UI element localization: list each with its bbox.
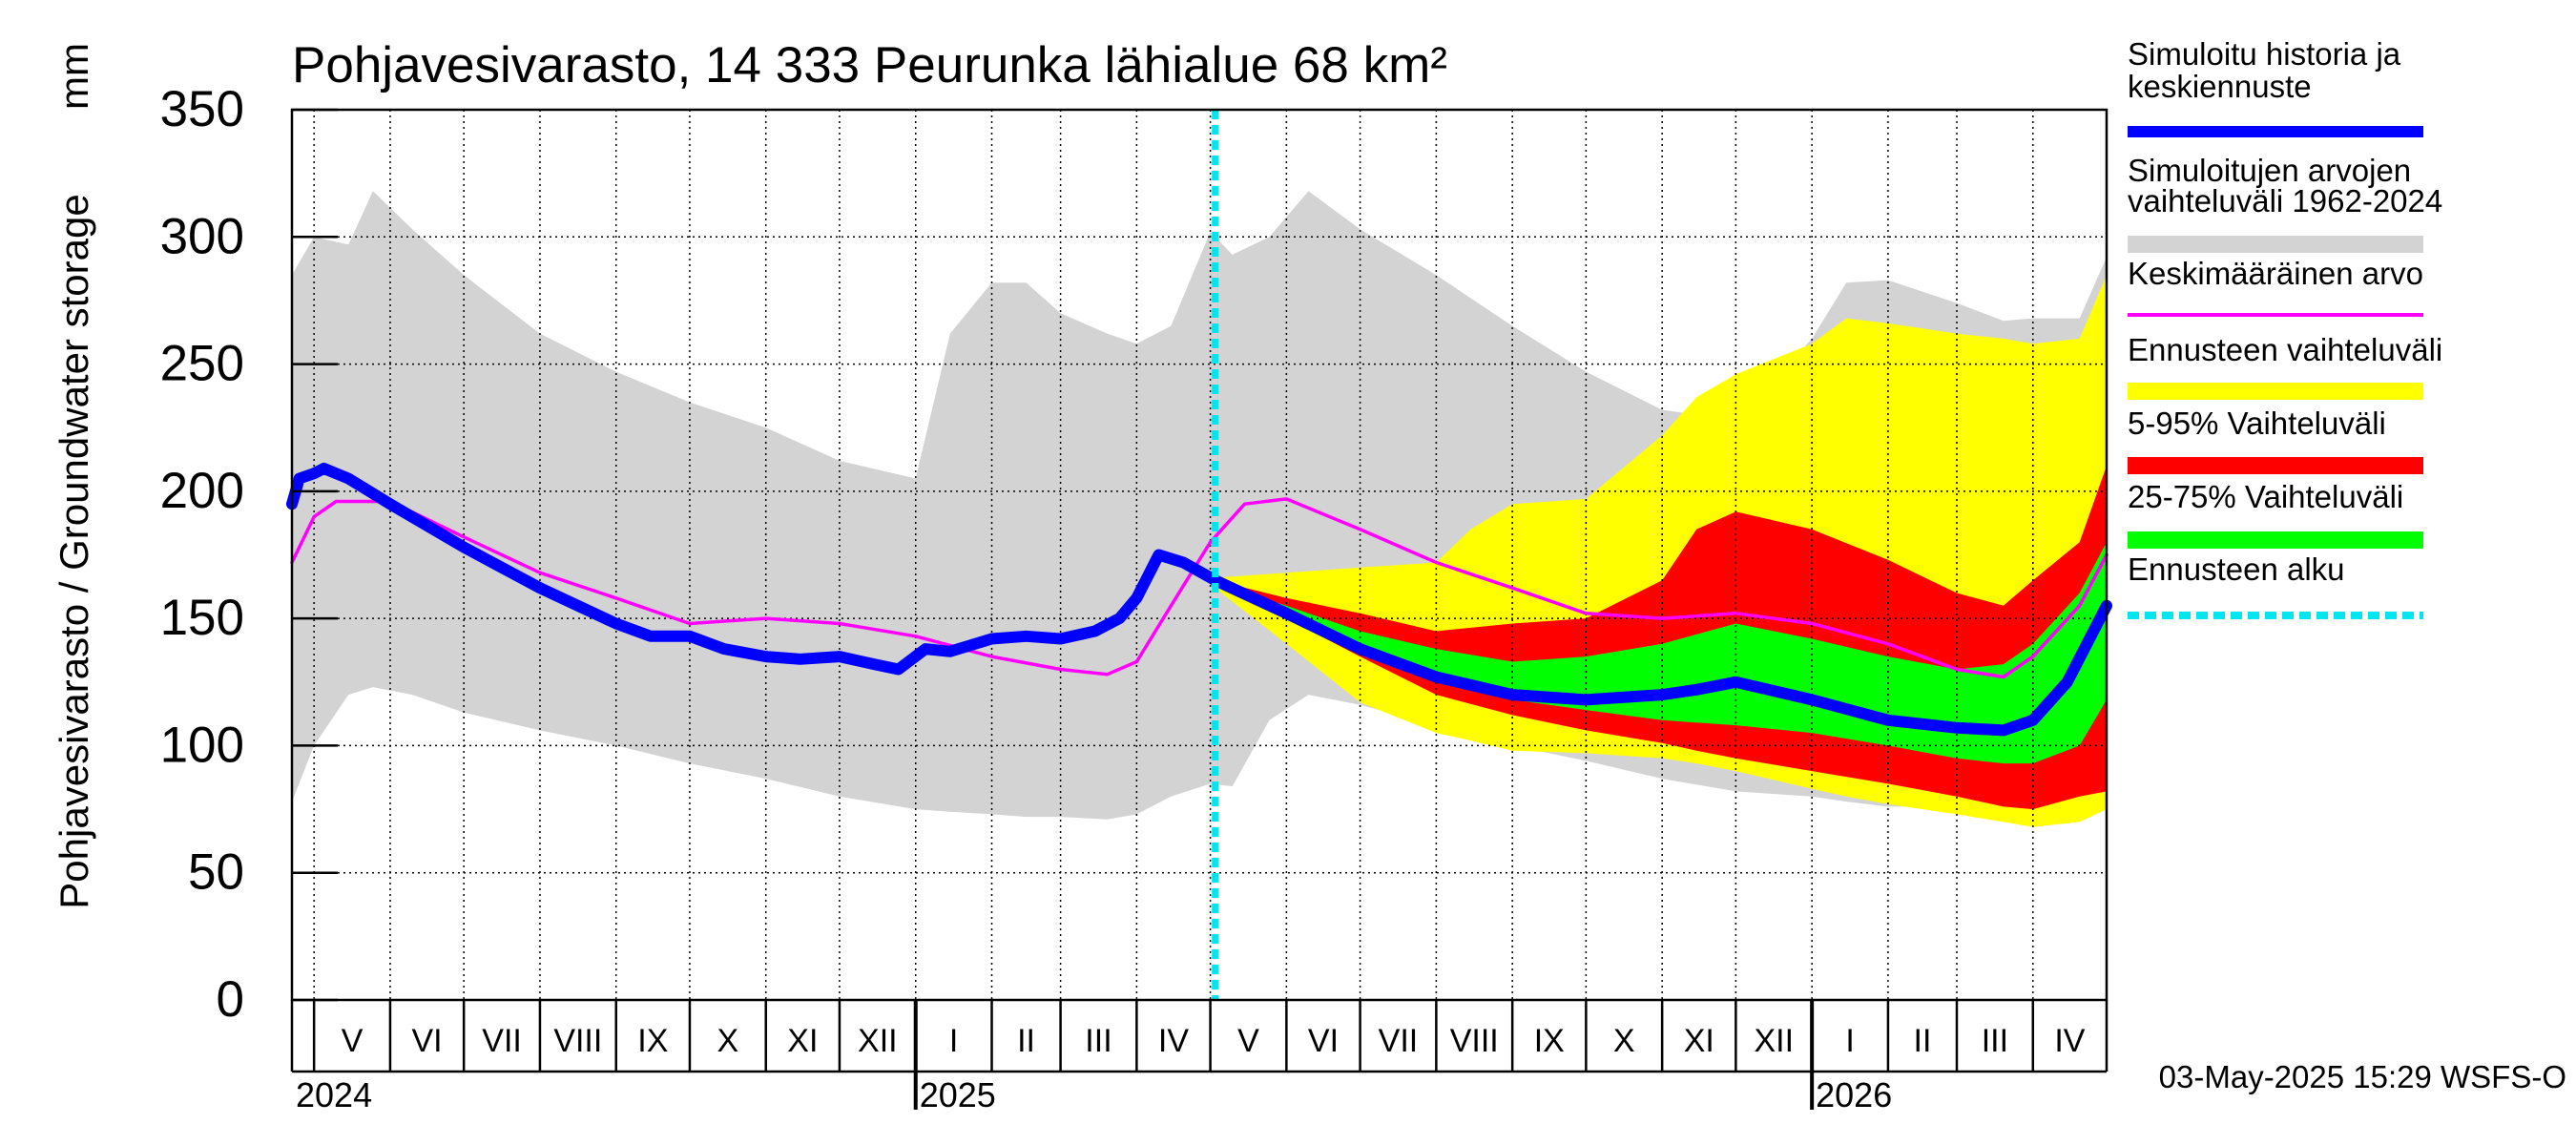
legend-label-line: 25-75% Vaihteluväli xyxy=(2128,479,2403,514)
y-axis-label: Pohjavesivarasto / Groundwater storage xyxy=(52,194,96,908)
year-label-2024: 2024 xyxy=(296,1075,372,1114)
month-label-12: V xyxy=(1237,1023,1259,1059)
legend-label: Ennusteen vaihteluväli xyxy=(2128,332,2442,367)
year-label-2026: 2026 xyxy=(1816,1075,1892,1114)
legend-item-25-75-vaihteluv-li: 25-75% Vaihteluväli xyxy=(2128,479,2423,549)
band-25-75-vaihteluv-li xyxy=(1215,542,2107,764)
month-label-23: IV xyxy=(2054,1023,2085,1059)
legend-label: Ennusteen alku xyxy=(2128,552,2345,587)
month-label-21: II xyxy=(1914,1023,1932,1059)
y-tick-label-100: 100 xyxy=(160,717,244,773)
legend-label-line: keskiennuste xyxy=(2128,69,2312,104)
legend-item-keskim-r-inen-arvo: Keskimääräinen arvo xyxy=(2128,256,2423,317)
month-label-15: VIII xyxy=(1450,1023,1499,1059)
legend-label-line: Keskimääräinen arvo xyxy=(2128,256,2423,291)
year-label-2025: 2025 xyxy=(920,1075,996,1114)
legend-label-line: Simuloitujen arvojen xyxy=(2128,153,2411,188)
month-label-7: XII xyxy=(858,1023,898,1059)
month-label-1: VI xyxy=(411,1023,442,1059)
legend-label: Simuloitujen arvojen vaihteluväli 1962-20… xyxy=(2128,153,2442,219)
legend-label-line: Simuloitu historia ja xyxy=(2128,36,2401,72)
legend-item-simuloitujen-arvojen-vaihteluv-li-1962-2024: Simuloitujen arvojen vaihteluväli 1962-20… xyxy=(2128,153,2442,253)
legend-label-line: Ennusteen vaihteluväli xyxy=(2128,332,2442,367)
y-axis-unit: mm xyxy=(52,43,96,110)
legend-label-line: vaihteluväli 1962-2024 xyxy=(2128,183,2442,219)
y-tick-label-50: 50 xyxy=(188,844,244,901)
range-bands xyxy=(292,191,2107,827)
month-label-4: IX xyxy=(637,1023,668,1059)
month-label-14: VII xyxy=(1379,1023,1419,1059)
y-tick-label-300: 300 xyxy=(160,208,244,264)
chart-title: Pohjavesivarasto, 14 333 Peurunka lähial… xyxy=(292,37,1447,94)
month-label-17: X xyxy=(1613,1023,1635,1059)
legend-label: 25-75% Vaihteluväli xyxy=(2128,479,2403,514)
y-tick-label-150: 150 xyxy=(160,590,244,646)
plot-frame xyxy=(290,108,2109,1002)
month-label-22: III xyxy=(1982,1023,2008,1059)
month-label-10: III xyxy=(1085,1023,1111,1059)
legend-label: 5-95% Vaihteluväli xyxy=(2128,406,2386,441)
month-label-20: I xyxy=(1845,1023,1854,1059)
y-tick-label-350: 350 xyxy=(160,81,244,137)
month-label-8: I xyxy=(949,1023,958,1059)
y-tick-label-0: 0 xyxy=(217,971,244,1028)
legend-label: Keskimääräinen arvo xyxy=(2128,256,2423,291)
y-tick-label-200: 200 xyxy=(160,463,244,519)
legend-label-line: 5-95% Vaihteluväli xyxy=(2128,406,2386,441)
month-label-13: VI xyxy=(1308,1023,1339,1059)
legend-item-ennusteen-vaihteluv-li: Ennusteen vaihteluväli xyxy=(2128,332,2442,400)
line-simuloitu-historia-ja-keskiennuste xyxy=(286,462,2112,737)
month-label-5: X xyxy=(717,1023,738,1059)
month-label-9: II xyxy=(1017,1023,1035,1059)
month-label-3: VIII xyxy=(553,1023,602,1059)
month-label-2: VII xyxy=(482,1023,522,1059)
y-tick-label-250: 250 xyxy=(160,336,244,392)
legend-label: Simuloitu historia ja keskiennuste xyxy=(2128,36,2401,104)
legend-item-5-95-vaihteluv-li: 5-95% Vaihteluväli xyxy=(2128,406,2423,474)
month-label-6: XI xyxy=(787,1023,818,1059)
month-label-11: IV xyxy=(1158,1023,1189,1059)
legend-label-line: Ennusteen alku xyxy=(2128,552,2345,587)
month-label-0: V xyxy=(342,1023,364,1059)
month-label-16: IX xyxy=(1534,1023,1565,1059)
legend-item-simuloitu-historia-ja-keskiennuste: Simuloitu historia ja keskiennuste xyxy=(2128,36,2423,137)
legend-item-ennusteen-alku: Ennusteen alku xyxy=(2128,552,2423,619)
legend: Simuloitu historia ja keskiennusteSimuloi… xyxy=(2128,36,2442,619)
timestamp: 03-May-2025 15:29 WSFS-O xyxy=(2159,1059,2566,1094)
month-label-18: XI xyxy=(1684,1023,1714,1059)
line-keskim-r-inen-arvo xyxy=(290,497,2109,679)
month-label-19: XII xyxy=(1754,1023,1794,1059)
series-lines xyxy=(286,110,2112,1000)
